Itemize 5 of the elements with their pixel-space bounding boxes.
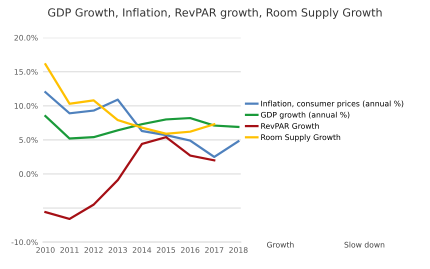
line-series — [44, 63, 216, 135]
line-series — [44, 136, 216, 220]
line-series — [44, 114, 240, 140]
chart-title: GDP Growth, Inflation, RevPAR growth, Room Supply Growth — [48, 8, 382, 19]
line-series — [44, 91, 240, 158]
